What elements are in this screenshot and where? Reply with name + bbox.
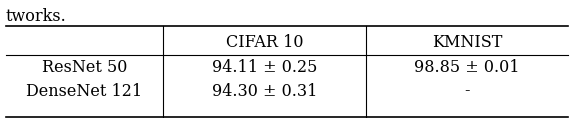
Text: KMNIST: KMNIST [432,34,502,51]
Text: tworks.: tworks. [6,8,67,25]
Text: 94.30 ± 0.31: 94.30 ± 0.31 [212,82,317,99]
Text: CIFAR 10: CIFAR 10 [226,34,303,51]
Text: -: - [464,82,470,99]
Text: DenseNet 121: DenseNet 121 [26,82,142,99]
Text: 98.85 ± 0.01: 98.85 ± 0.01 [414,59,519,76]
Text: 94.11 ± 0.25: 94.11 ± 0.25 [212,59,317,76]
Text: ResNet 50: ResNet 50 [42,59,127,76]
